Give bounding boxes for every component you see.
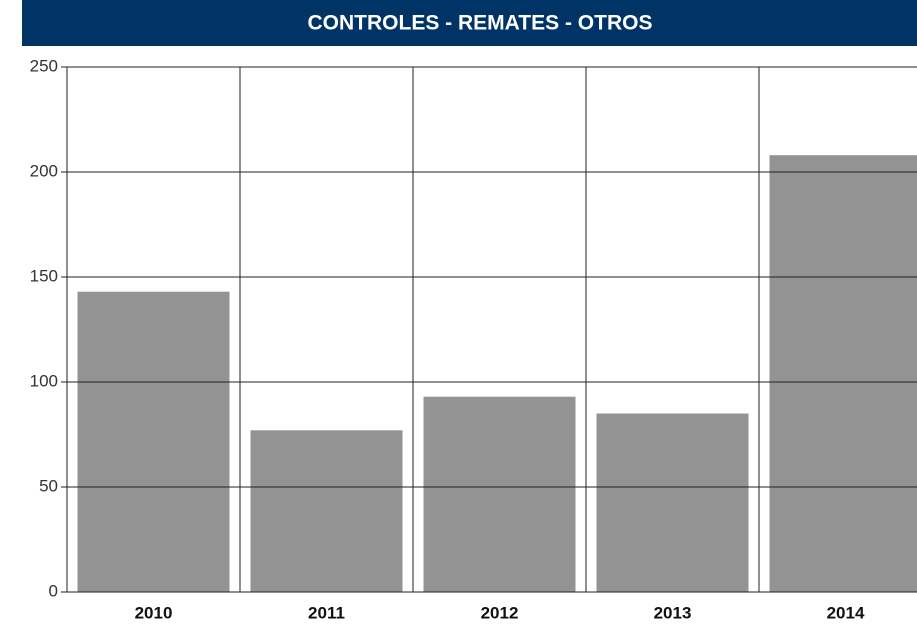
bar [77, 291, 230, 592]
x-tick-label: 2013 [654, 603, 692, 622]
bar [423, 396, 576, 592]
x-tick-label: 2014 [827, 603, 865, 622]
y-tick-label: 0 [49, 581, 58, 600]
y-tick-label: 50 [39, 476, 58, 495]
x-tick-label: 2011 [308, 603, 345, 622]
y-tick-label: 100 [30, 371, 58, 390]
y-tick-label: 200 [30, 161, 58, 180]
x-tick-label: 2010 [135, 603, 173, 622]
y-tick-label: 250 [30, 56, 58, 75]
bar [769, 155, 917, 592]
bar [250, 430, 403, 592]
bar [596, 413, 749, 592]
y-tick-label: 150 [30, 266, 58, 285]
chart-title: CONTROLES - REMATES - OTROS [308, 12, 653, 35]
x-tick-label: 2012 [481, 603, 519, 622]
title-bar [22, 0, 917, 46]
